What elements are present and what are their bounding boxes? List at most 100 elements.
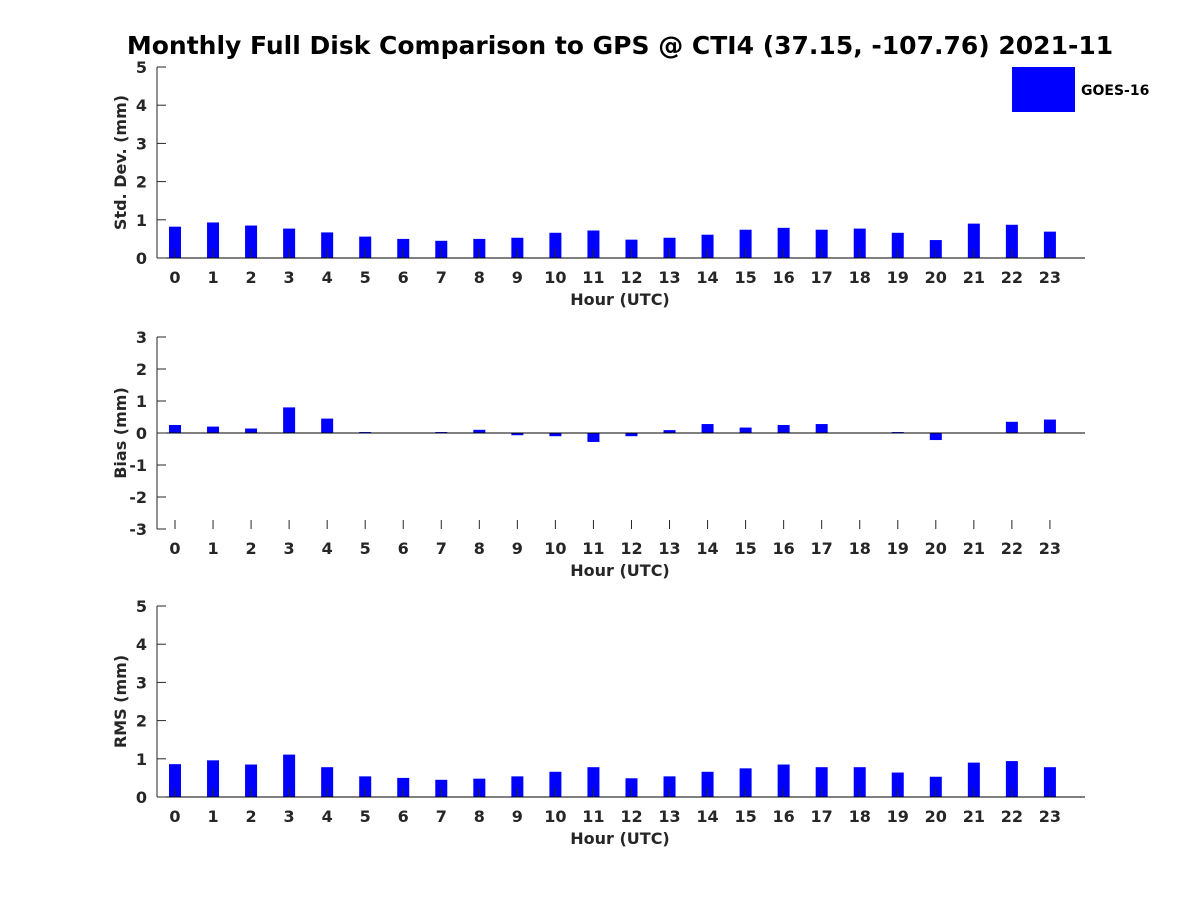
bar-rms-hour-16 xyxy=(777,764,790,797)
bar-rms-hour-15 xyxy=(739,768,752,797)
bar-bias-hour-11 xyxy=(587,433,600,442)
y-axis-label-std: Std. Dev. (mm) xyxy=(111,95,130,230)
xtick-label-rms-3: 3 xyxy=(284,807,295,826)
bar-rms-hour-3 xyxy=(283,754,296,797)
xtick-label-std-21: 21 xyxy=(963,268,985,287)
bar-rms-hour-0 xyxy=(169,764,181,797)
xtick-label-std-0: 0 xyxy=(169,268,180,287)
bar-std-hour-8 xyxy=(473,238,486,258)
xtick-label-std-19: 19 xyxy=(887,268,909,287)
bar-rms-hour-17 xyxy=(815,767,828,797)
xtick-label-rms-9: 9 xyxy=(512,807,523,826)
xtick-label-bias-2: 2 xyxy=(246,539,257,558)
xtick-label-rms-1: 1 xyxy=(207,807,218,826)
bar-bias-hour-14 xyxy=(701,424,714,433)
bar-std-hour-21 xyxy=(967,223,980,258)
bar-rms-hour-4 xyxy=(321,767,334,797)
xtick-label-rms-19: 19 xyxy=(887,807,909,826)
bar-bias-hour-10 xyxy=(549,433,562,437)
bar-bias-hour-17 xyxy=(815,424,828,433)
chart-title: Monthly Full Disk Comparison to GPS @ CT… xyxy=(127,31,1113,60)
xtick-label-rms-21: 21 xyxy=(963,807,985,826)
bar-bias-hour-2 xyxy=(245,428,258,433)
ytick-label-rms-4: 4 xyxy=(136,635,147,654)
bar-std-hour-2 xyxy=(245,225,258,258)
ytick-label-rms-2: 2 xyxy=(136,712,147,731)
xtick-label-bias-9: 9 xyxy=(512,539,523,558)
ytick-label-std-5: 5 xyxy=(136,58,147,77)
bar-rms-hour-2 xyxy=(245,764,258,797)
xtick-label-bias-14: 14 xyxy=(696,539,718,558)
bar-rms-hour-21 xyxy=(967,762,980,797)
bar-bias-hour-8 xyxy=(473,429,486,433)
xtick-label-bias-16: 16 xyxy=(773,539,795,558)
xtick-label-bias-10: 10 xyxy=(544,539,566,558)
xtick-label-std-7: 7 xyxy=(436,268,447,287)
bar-std-hour-18 xyxy=(853,228,866,258)
y-axis-label-bias: Bias (mm) xyxy=(111,387,130,479)
ytick-label-rms-1: 1 xyxy=(136,750,147,769)
ytick-label-rms-5: 5 xyxy=(136,597,147,616)
xtick-label-std-23: 23 xyxy=(1039,268,1061,287)
bar-bias-hour-0 xyxy=(169,425,181,433)
xtick-label-bias-21: 21 xyxy=(963,539,985,558)
xtick-label-rms-4: 4 xyxy=(322,807,333,826)
bar-std-hour-5 xyxy=(359,236,372,258)
bar-bias-hour-1 xyxy=(207,426,220,433)
xtick-label-bias-1: 1 xyxy=(207,539,218,558)
bar-rms-hour-5 xyxy=(359,776,372,797)
xtick-label-rms-5: 5 xyxy=(360,807,371,826)
xtick-label-bias-18: 18 xyxy=(849,539,871,558)
bar-rms-hour-18 xyxy=(853,767,866,797)
bar-rms-hour-14 xyxy=(701,771,714,797)
xtick-label-rms-12: 12 xyxy=(620,807,642,826)
xtick-label-std-15: 15 xyxy=(734,268,756,287)
xtick-label-bias-17: 17 xyxy=(811,539,833,558)
bar-std-hour-3 xyxy=(283,228,296,258)
ytick-label-std-3: 3 xyxy=(136,134,147,153)
x-axis-label-rms: Hour (UTC) xyxy=(570,829,670,848)
bar-std-hour-17 xyxy=(815,229,828,258)
bar-rms-hour-6 xyxy=(397,777,410,797)
xtick-label-bias-6: 6 xyxy=(398,539,409,558)
bar-std-hour-10 xyxy=(549,232,562,258)
bar-std-hour-14 xyxy=(701,234,714,258)
bar-bias-hour-23 xyxy=(1043,419,1056,433)
xtick-label-bias-23: 23 xyxy=(1039,539,1061,558)
bar-rms-hour-11 xyxy=(587,767,600,797)
bar-std-hour-0 xyxy=(169,226,181,258)
xtick-label-bias-20: 20 xyxy=(925,539,947,558)
xtick-label-std-13: 13 xyxy=(658,268,680,287)
bar-rms-hour-13 xyxy=(663,776,676,797)
ytick-label-std-0: 0 xyxy=(136,249,147,268)
bar-std-hour-23 xyxy=(1043,231,1056,258)
xtick-label-rms-13: 13 xyxy=(658,807,680,826)
bar-bias-hour-16 xyxy=(777,425,790,433)
xtick-label-bias-15: 15 xyxy=(734,539,756,558)
xtick-label-std-2: 2 xyxy=(246,268,257,287)
legend: GOES-16 xyxy=(1012,67,1149,112)
xtick-label-std-20: 20 xyxy=(925,268,947,287)
bar-rms-hour-19 xyxy=(891,772,904,797)
xtick-label-std-10: 10 xyxy=(544,268,566,287)
xtick-label-bias-11: 11 xyxy=(582,539,604,558)
ytick-label-std-4: 4 xyxy=(136,96,147,115)
xtick-label-std-12: 12 xyxy=(620,268,642,287)
ytick-label-bias-0: 0 xyxy=(136,424,147,443)
xtick-label-std-8: 8 xyxy=(474,268,485,287)
bar-rms-hour-20 xyxy=(929,776,942,797)
bar-bias-hour-4 xyxy=(321,418,334,433)
bar-std-hour-1 xyxy=(207,222,220,258)
xtick-label-rms-23: 23 xyxy=(1039,807,1061,826)
bar-std-hour-22 xyxy=(1005,224,1018,258)
xtick-label-std-18: 18 xyxy=(849,268,871,287)
xtick-label-rms-17: 17 xyxy=(811,807,833,826)
xtick-label-bias-12: 12 xyxy=(620,539,642,558)
ytick-label-rms-3: 3 xyxy=(136,673,147,692)
bar-bias-hour-12 xyxy=(625,433,638,437)
bar-std-hour-19 xyxy=(891,232,904,258)
legend-swatch-goes16 xyxy=(1012,67,1075,112)
bar-rms-hour-1 xyxy=(207,760,220,797)
